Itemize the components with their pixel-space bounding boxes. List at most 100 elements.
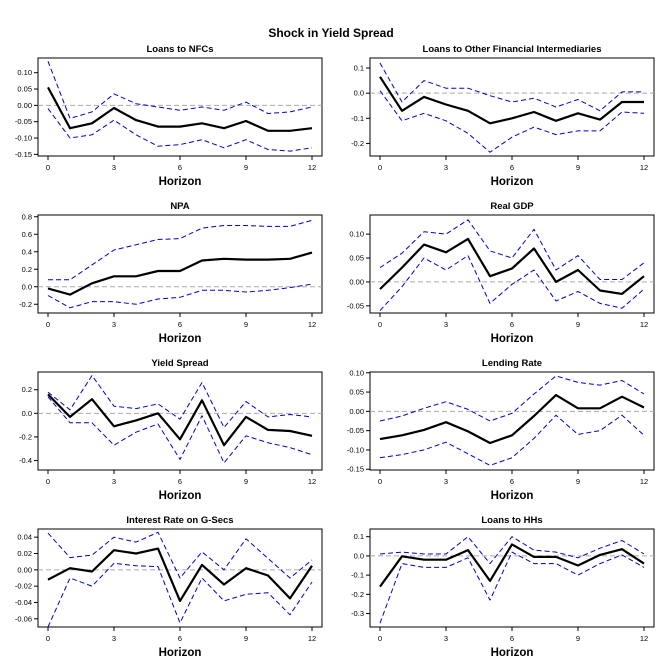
x-axis-label: Horizon [159, 176, 202, 188]
upper-band-line [379, 375, 645, 422]
y-tick-label: 0.4 [22, 247, 32, 256]
y-tick-label: -0.02 [15, 582, 32, 591]
y-tick-label: -0.1 [351, 114, 364, 123]
plot-frame [37, 371, 323, 471]
y-tick-label: -0.05 [15, 117, 32, 126]
x-tick-label: 6 [178, 163, 182, 172]
y-tick-label: -0.10 [347, 445, 364, 454]
y-tick-label: 0.00 [17, 565, 32, 574]
lower-band-line [379, 551, 645, 624]
x-tick-label: 0 [378, 634, 382, 643]
x-tick-label: 6 [510, 163, 514, 172]
x-tick-label: 0 [378, 163, 382, 172]
x-tick-label: 12 [308, 634, 316, 643]
y-tick-label: 0.04 [17, 533, 32, 542]
x-tick-label: 6 [178, 320, 182, 329]
panel-title: NPA [170, 201, 189, 212]
x-tick-label: 9 [576, 320, 580, 329]
x-axis-label: Horizon [491, 333, 534, 345]
panel-title: Lending Rate [482, 358, 542, 369]
y-tick-label: -0.4 [19, 456, 32, 465]
x-tick-label: 0 [378, 477, 382, 486]
plot-frame [369, 57, 655, 157]
y-tick-label: 0.00 [349, 407, 364, 416]
x-tick-label: 3 [444, 320, 448, 329]
panel: Loans to NFCs 0.10 0.05 0.00 -0.05 -0.10 -0.15… [15, 44, 323, 188]
panel: NPA 0.8 0.6 0.4 0.2 0.0 -0.2 0 3 6 9 12 Horizon [19, 201, 323, 345]
lower-band-line [47, 283, 313, 309]
x-tick-label: 9 [244, 477, 248, 486]
upper-band-line [47, 375, 313, 428]
x-tick-label: 0 [46, 320, 50, 329]
y-tick-label: 0.00 [349, 277, 364, 286]
median-response-line [379, 237, 645, 295]
x-axis-label: Horizon [491, 176, 534, 188]
y-tick-label: 0.00 [17, 101, 32, 110]
x-tick-label: 9 [244, 320, 248, 329]
y-tick-label: -0.2 [19, 432, 32, 441]
plot-frame [37, 57, 323, 157]
x-tick-label: 9 [576, 477, 580, 486]
plot-frame [369, 214, 655, 314]
y-tick-label: 0.10 [349, 230, 364, 239]
median-response-line [379, 543, 645, 588]
x-tick-label: 3 [112, 320, 116, 329]
x-tick-label: 12 [640, 163, 648, 172]
panel-title: Loans to HHs [481, 515, 542, 526]
panel: Loans to Other Financial Intermediaries 0… [351, 44, 655, 188]
y-tick-label: -0.10 [15, 134, 32, 143]
x-axis-label: Horizon [491, 647, 534, 659]
x-tick-label: 12 [308, 163, 316, 172]
y-tick-label: -0.2 [351, 139, 364, 148]
y-tick-label: 0.8 [22, 212, 32, 221]
panel-title: Real GDP [490, 201, 534, 212]
panel: Real GDP 0.10 0.05 0.00 -0.05 0 3 6 9 12 Horizon [347, 201, 655, 345]
upper-band-line [379, 219, 645, 280]
y-tick-label: -0.04 [15, 598, 32, 607]
median-response-line [379, 76, 644, 125]
figure-title: Shock in Yield Spread [268, 26, 393, 40]
panel: Yield Spread 0.2 0.0 -0.2 -0.4 0 3 6 9 12 Horizon [19, 358, 323, 502]
y-tick-label: -0.06 [15, 614, 32, 623]
x-tick-label: 9 [244, 163, 248, 172]
x-tick-label: 12 [640, 320, 648, 329]
y-tick-label: 0.0 [354, 89, 364, 98]
x-tick-label: 9 [576, 634, 580, 643]
median-response-line [47, 393, 313, 447]
lower-band-line [47, 108, 313, 152]
y-tick-label: 0.2 [22, 385, 32, 394]
x-tick-label: 6 [178, 477, 182, 486]
x-tick-label: 6 [510, 320, 514, 329]
y-tick-label: 0.05 [349, 254, 364, 263]
median-response-line [47, 251, 313, 296]
panel-title: Loans to Other Financial Intermediaries [423, 44, 602, 55]
x-tick-label: 9 [244, 634, 248, 643]
upper-band-line [379, 536, 645, 565]
y-tick-label: 0.10 [17, 68, 32, 77]
panel-title: Yield Spread [151, 358, 208, 369]
lower-band-line [379, 414, 645, 466]
x-tick-label: 0 [46, 634, 50, 643]
x-tick-label: 9 [576, 163, 580, 172]
x-tick-label: 3 [444, 163, 448, 172]
y-tick-label: -0.15 [347, 465, 364, 474]
upper-band-line [48, 219, 313, 281]
y-tick-label: 0.0 [22, 409, 32, 418]
x-tick-label: 6 [178, 634, 182, 643]
y-tick-label: -0.3 [351, 609, 364, 618]
panel: Loans to HHs 0.1 0.0 -0.1 -0.2 -0.3 0 3 6 9 12 Hori… [351, 515, 655, 659]
x-tick-label: 12 [308, 477, 316, 486]
lower-band-line [47, 562, 313, 628]
x-tick-label: 3 [112, 163, 116, 172]
y-tick-label: 0.05 [17, 85, 32, 94]
panel: Lending Rate 0.10 0.05 0.00 -0.05 -0.10 -0.15 0… [347, 358, 655, 502]
y-tick-label: -0.2 [19, 300, 32, 309]
y-tick-label: 0.1 [354, 64, 364, 73]
x-tick-label: 3 [112, 477, 116, 486]
plot-frame [369, 371, 655, 471]
panel: Interest Rate on G-Secs 0.04 0.02 0.00 -0.02… [15, 515, 323, 659]
x-tick-label: 12 [308, 320, 316, 329]
upper-band-line [379, 62, 644, 112]
upper-band-line [47, 61, 313, 119]
y-tick-label: 0.0 [22, 282, 32, 291]
